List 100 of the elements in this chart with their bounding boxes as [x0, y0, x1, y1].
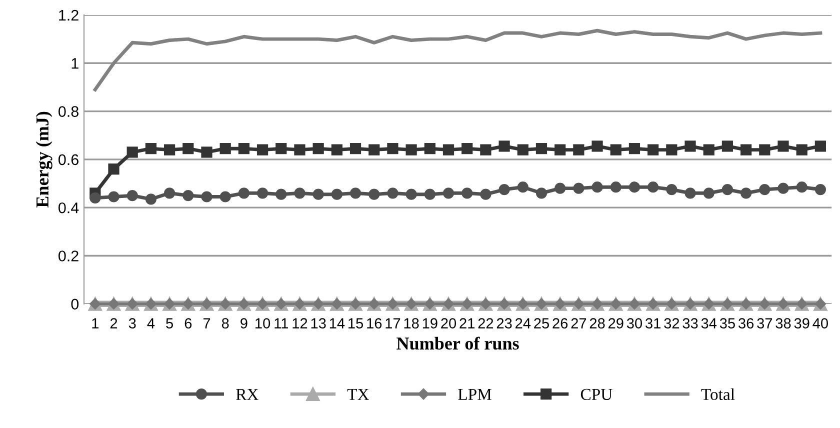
x-tick-label: 4: [147, 318, 155, 328]
x-tick-label: 6: [184, 318, 192, 328]
y-axis-title: Energy (mJ): [36, 112, 52, 208]
x-tick-label: 20: [441, 318, 456, 328]
point: [462, 143, 473, 154]
point: [610, 144, 622, 156]
point: [536, 143, 548, 154]
x-tick-label: 28: [590, 318, 605, 328]
point: [628, 182, 640, 193]
point: [145, 143, 157, 154]
x-tick-label: 37: [757, 318, 772, 328]
point: [220, 191, 231, 202]
point: [90, 192, 101, 204]
point: [536, 188, 548, 199]
point: [368, 188, 380, 200]
point: [164, 188, 176, 199]
point: [331, 188, 342, 200]
point: [126, 146, 138, 158]
point: [740, 188, 752, 199]
x-tick-label: 25: [534, 318, 549, 328]
x-tick-label: 9: [240, 318, 248, 328]
point: [276, 143, 287, 154]
point: [554, 144, 566, 156]
point: [256, 144, 268, 156]
point: [703, 188, 714, 199]
point: [573, 144, 584, 156]
point: [220, 143, 231, 154]
point: [778, 140, 789, 152]
x-tick-label: 17: [386, 318, 400, 328]
x-tick-label: 36: [738, 318, 754, 328]
point: [312, 188, 324, 200]
point: [684, 188, 696, 199]
point: [238, 143, 250, 154]
point: [480, 188, 492, 200]
x-tick-label: 30: [626, 318, 642, 328]
point: [442, 144, 454, 156]
x-tick-label: 34: [701, 318, 717, 328]
x-tick-label: 1: [92, 318, 98, 328]
point: [387, 188, 398, 199]
point: [350, 143, 362, 154]
point: [759, 184, 770, 196]
x-axis-title: Number of runs: [396, 336, 519, 350]
point: [517, 182, 528, 193]
x-tick-label: 10: [256, 318, 270, 328]
point: [126, 190, 138, 202]
point: [182, 190, 194, 202]
point: [442, 188, 454, 199]
legend-label: CPU: [580, 388, 612, 400]
x-tick-label: 23: [496, 318, 512, 328]
point: [108, 164, 120, 175]
point: [648, 182, 659, 193]
y-tick-label: 0.4: [58, 202, 79, 214]
point: [256, 188, 268, 199]
point: [294, 188, 306, 199]
point: [554, 182, 566, 194]
point: [796, 182, 808, 193]
point: [740, 144, 752, 156]
point: [517, 144, 528, 156]
point: [592, 140, 603, 152]
x-tick-label: 39: [794, 318, 810, 328]
x-tick-label: 19: [422, 318, 438, 328]
y-tick-label: 1.2: [59, 10, 78, 21]
x-tick-label: 15: [348, 318, 364, 328]
x-tick-label: 31: [646, 318, 660, 328]
point: [331, 144, 342, 156]
x-tick-label: 12: [292, 318, 308, 328]
point: [238, 188, 250, 199]
point: [387, 143, 398, 154]
point: [592, 182, 603, 193]
point: [368, 144, 380, 156]
y-tick-label: 0: [71, 298, 79, 310]
y-tick-label: 1: [72, 58, 78, 69]
x-tick-label: 3: [128, 318, 136, 328]
legend-label: Total: [701, 388, 735, 400]
line-series: [93, 28, 822, 92]
point: [312, 143, 324, 154]
point: [498, 184, 510, 196]
point: [722, 184, 734, 196]
x-tick-label: 29: [608, 318, 624, 328]
x-tick-label: 38: [776, 318, 791, 328]
point: [759, 144, 770, 156]
point: [424, 143, 436, 154]
point: [610, 182, 622, 193]
x-tick-label: 40: [812, 318, 828, 328]
x-tick-label: 16: [367, 318, 382, 328]
point: [684, 140, 696, 152]
x-tick-label: 26: [552, 318, 568, 328]
point: [164, 144, 176, 156]
point: [406, 144, 417, 156]
point: [406, 188, 417, 200]
x-tick-label: 18: [404, 318, 419, 328]
point: [350, 188, 362, 199]
point: [796, 144, 808, 156]
x-tick-label: 8: [222, 318, 229, 328]
x-tick-label: 22: [478, 318, 494, 328]
point: [648, 144, 659, 156]
x-tick-label: 11: [274, 318, 288, 328]
point: [703, 144, 714, 156]
point: [814, 184, 826, 196]
point: [498, 140, 510, 152]
